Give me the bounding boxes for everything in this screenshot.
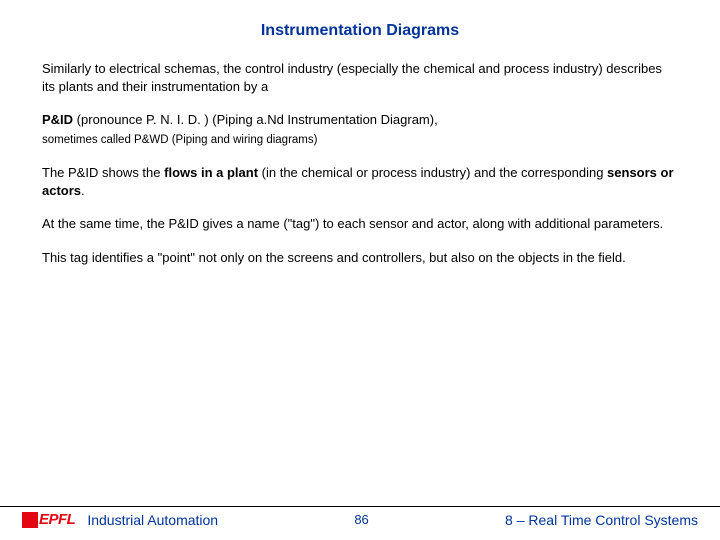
slide: Instrumentation Diagrams Similarly to el… xyxy=(0,0,720,540)
flows-b: flows in a plant xyxy=(164,165,258,180)
paragraph-note: sometimes called P&WD (Piping and wiring… xyxy=(42,133,678,149)
footer-right: 8 – Real Time Control Systems xyxy=(505,512,698,528)
footer-page-number: 86 xyxy=(218,512,505,527)
pid-bold: P&ID xyxy=(42,112,73,127)
footer: EPFL Industrial Automation 86 8 – Real T… xyxy=(0,506,720,528)
epfl-logo: EPFL xyxy=(22,511,75,528)
paragraph-point: This tag identifies a "point" not only o… xyxy=(42,249,678,267)
flows-c: (in the chemical or process industry) an… xyxy=(258,165,607,180)
paragraph-flows: The P&ID shows the flows in a plant (in … xyxy=(42,164,678,199)
pid-rest: (pronounce P. N. I. D. ) (Piping a.Nd In… xyxy=(73,112,438,127)
flows-e: . xyxy=(81,183,85,198)
logo-square-icon xyxy=(22,512,38,528)
paragraph-tag: At the same time, the P&ID gives a name … xyxy=(42,215,678,233)
paragraph-intro: Similarly to electrical schemas, the con… xyxy=(42,60,678,95)
footer-inner: EPFL Industrial Automation 86 8 – Real T… xyxy=(0,507,720,528)
slide-content: Similarly to electrical schemas, the con… xyxy=(0,60,720,266)
paragraph-pid: P&ID (pronounce P. N. I. D. ) (Piping a.… xyxy=(42,111,678,129)
flows-a: The P&ID shows the xyxy=(42,165,164,180)
slide-title: Instrumentation Diagrams xyxy=(0,0,720,60)
footer-left: Industrial Automation xyxy=(87,512,218,528)
logo-text: EPFL xyxy=(39,511,75,528)
